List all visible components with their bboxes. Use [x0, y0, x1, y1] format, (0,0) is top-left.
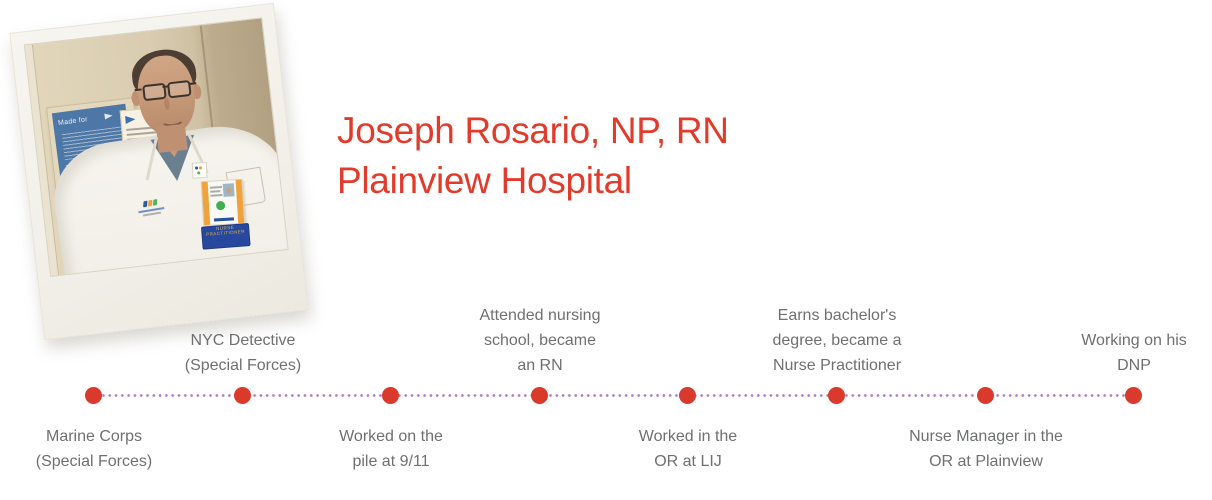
hospital-name: Plainview Hospital [337, 160, 632, 201]
timeline-event-label: Worked in the OR at LIJ [638, 428, 738, 470]
person-neck [155, 123, 188, 153]
timeline-dot [679, 387, 696, 404]
timeline-dot [1125, 387, 1142, 404]
timeline-event-label: Earns bachelor's degree, became a Nurse … [772, 307, 902, 374]
timeline-dot [977, 387, 994, 404]
timeline-dot [85, 387, 102, 404]
timeline-dot [382, 387, 399, 404]
polaroid-photo: Made for [9, 2, 309, 341]
title-block: Joseph Rosario, NP, RN Plainview Hospita… [337, 106, 729, 206]
timeline-event-label: Nurse Manager in the OR at Plainview [909, 428, 1063, 470]
timeline-event-label: Attended nursing school, became an RN [479, 307, 601, 374]
id-badge [200, 178, 246, 227]
poster-flag-icon [104, 112, 114, 120]
timeline-event-label: Marine Corps (Special Forces) [35, 428, 153, 470]
timeline-connector [94, 393, 1135, 398]
nurse-practitioner-tag: NURSE PRACTITIONER [200, 223, 251, 250]
timeline-dot [828, 387, 845, 404]
timeline-dot [234, 387, 251, 404]
green-sticker [215, 200, 226, 211]
timeline-event-label: Working on his DNP [1081, 332, 1187, 374]
pennant-icon [125, 115, 136, 124]
id-badge-photo [222, 183, 235, 197]
person-name: Joseph Rosario, NP, RN [337, 110, 729, 151]
timeline-event-label: NYC Detective (Special Forces) [184, 332, 302, 374]
portrait-photo: Made for [23, 17, 289, 277]
lapel-pin [191, 162, 208, 179]
timeline-dot [531, 387, 548, 404]
timeline-event-label: Worked on the pile at 9/11 [339, 428, 443, 470]
poster-heading: Made for [57, 114, 89, 127]
